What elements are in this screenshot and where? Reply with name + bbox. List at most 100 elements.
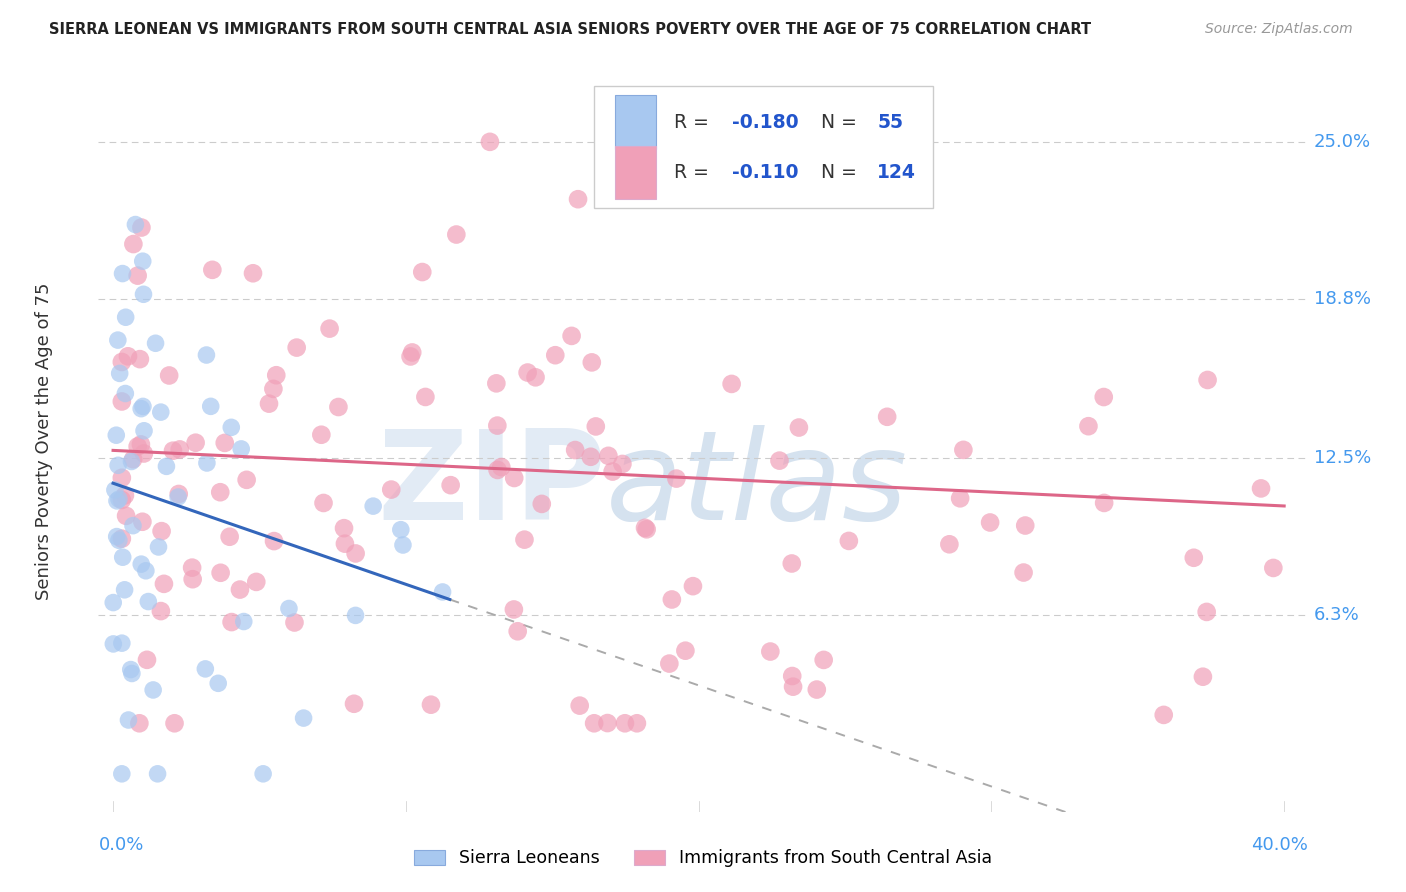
Text: SIERRA LEONEAN VS IMMIGRANTS FROM SOUTH CENTRAL ASIA SENIORS POVERTY OVER THE AG: SIERRA LEONEAN VS IMMIGRANTS FROM SOUTH …: [49, 22, 1091, 37]
Point: [503, 471, 526, 485]
Point: [344, 546, 367, 560]
Point: [127, 268, 149, 283]
Point: [201, 262, 224, 277]
Point: [132, 254, 155, 268]
Point: [136, 594, 159, 608]
Text: ZIP: ZIP: [378, 425, 606, 547]
Point: [128, 716, 150, 731]
Point: [131, 220, 153, 235]
Point: [132, 424, 155, 438]
Point: [115, 508, 138, 523]
Point: [333, 521, 356, 535]
Text: Seniors Poverty Over the Age of 75: Seniors Poverty Over the Age of 75: [35, 283, 53, 600]
Point: [787, 420, 810, 434]
Point: [107, 333, 129, 347]
Point: [209, 485, 232, 500]
Point: [513, 533, 536, 547]
Text: 12.5%: 12.5%: [1313, 449, 1371, 467]
Point: [122, 237, 145, 252]
Point: [231, 442, 253, 456]
Point: [938, 537, 960, 551]
Point: [200, 400, 222, 414]
Point: [149, 405, 172, 419]
Point: [564, 443, 586, 458]
Text: 6.3%: 6.3%: [1313, 606, 1360, 624]
Point: [838, 533, 860, 548]
Point: [579, 450, 602, 464]
Point: [105, 428, 128, 442]
Point: [163, 716, 186, 731]
Point: [129, 557, 152, 571]
Point: [242, 266, 264, 280]
Point: [117, 713, 139, 727]
Point: [782, 680, 804, 694]
Text: R =: R =: [673, 163, 714, 182]
Point: [114, 310, 136, 325]
Point: [516, 366, 538, 380]
Point: [111, 767, 134, 781]
Point: [149, 604, 172, 618]
Point: [132, 287, 155, 301]
Point: [167, 487, 190, 501]
Point: [292, 711, 315, 725]
Point: [111, 550, 134, 565]
Point: [122, 452, 145, 467]
Point: [544, 348, 567, 362]
Point: [136, 653, 159, 667]
Point: [195, 456, 218, 470]
Point: [389, 523, 412, 537]
Point: [162, 443, 184, 458]
Point: [583, 716, 606, 731]
Point: [561, 329, 583, 343]
Point: [380, 483, 402, 497]
Point: [105, 530, 128, 544]
Point: [111, 492, 134, 507]
Point: [252, 767, 274, 781]
Point: [146, 767, 169, 781]
Point: [194, 662, 217, 676]
Legend: Sierra Leoneans, Immigrants from South Central Asia: Sierra Leoneans, Immigrants from South C…: [406, 843, 1000, 874]
Point: [262, 382, 284, 396]
Point: [103, 596, 125, 610]
Point: [568, 698, 591, 713]
Point: [108, 367, 131, 381]
Point: [214, 436, 236, 450]
Point: [221, 615, 243, 629]
Point: [219, 420, 242, 434]
Point: [612, 457, 634, 471]
Point: [111, 394, 134, 409]
Point: [720, 376, 742, 391]
Point: [673, 643, 696, 657]
Point: [567, 192, 589, 206]
FancyBboxPatch shape: [595, 87, 932, 209]
Text: R =: R =: [673, 112, 714, 131]
Point: [135, 564, 157, 578]
Point: [257, 397, 280, 411]
Point: [585, 419, 607, 434]
Point: [502, 602, 524, 616]
Text: Source: ZipAtlas.com: Source: ZipAtlas.com: [1205, 22, 1353, 37]
Bar: [614, 145, 655, 199]
Point: [218, 530, 240, 544]
Point: [420, 698, 443, 712]
Point: [132, 446, 155, 460]
Point: [478, 135, 501, 149]
Point: [759, 644, 782, 658]
Point: [155, 459, 177, 474]
Point: [1192, 670, 1215, 684]
Point: [634, 521, 657, 535]
Point: [485, 376, 508, 391]
Point: [232, 615, 254, 629]
Point: [181, 560, 204, 574]
Point: [486, 463, 509, 477]
Point: [103, 637, 125, 651]
Point: [283, 615, 305, 630]
Point: [181, 572, 204, 586]
Point: [440, 478, 463, 492]
Point: [184, 435, 207, 450]
Point: [129, 401, 152, 416]
Point: [1092, 390, 1115, 404]
Point: [150, 524, 173, 538]
Text: 124: 124: [877, 163, 915, 182]
Point: [114, 582, 136, 597]
